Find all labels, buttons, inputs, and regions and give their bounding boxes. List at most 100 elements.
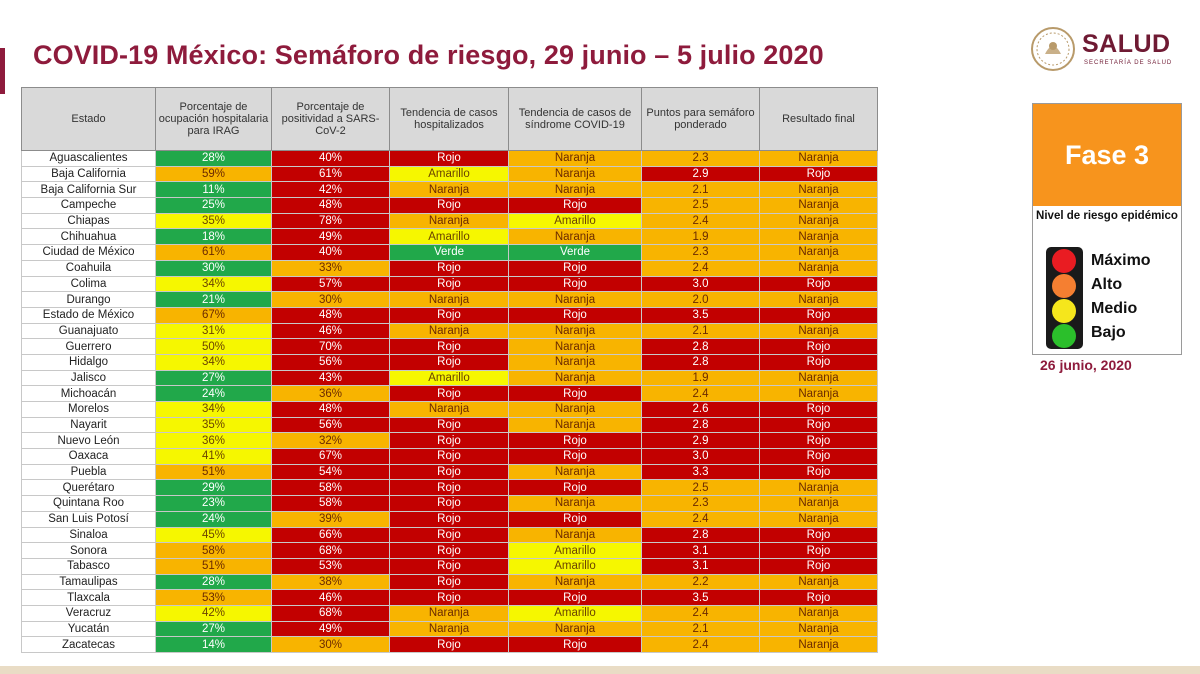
table-row: Baja California Sur 11% 42% Naranja Naranja 2… [21, 181, 878, 199]
cell-estado: Estado de México [21, 306, 156, 324]
cell-puntos: 2.5 [641, 479, 760, 497]
cell-resultado: Naranja [759, 510, 878, 528]
cell-resultado: Rojo [759, 557, 878, 575]
cell-resultado: Naranja [759, 385, 878, 402]
cell-tendencia-sindrome: Naranja [508, 401, 642, 418]
header-tendencia-sindrome: Tendencia de casos de síndrome COVID-19 [508, 87, 642, 151]
cell-ocupacion: 31% [155, 322, 272, 340]
title-accent-bar [0, 48, 5, 94]
cell-tendencia-sindrome: Naranja [508, 526, 642, 544]
cell-positividad: 58% [271, 479, 390, 497]
table-row: Puebla 51% 54% Rojo Naranja 3.3 Rojo [21, 463, 878, 481]
header-ocupacion: Porcentaje de ocupación hospitalaria par… [155, 87, 272, 151]
cell-positividad: 53% [271, 557, 390, 575]
cell-estado: Tabasco [21, 557, 156, 575]
cell-resultado: Naranja [759, 212, 878, 230]
table-row: Zacatecas 14% 30% Rojo Rojo 2.4 Naranja [21, 636, 878, 653]
coat-of-arms-icon [1031, 27, 1075, 71]
cell-tendencia-hospitalizados: Rojo [389, 385, 509, 402]
cell-tendencia-hospitalizados: Amarillo [389, 165, 509, 183]
cell-ocupacion: 50% [155, 338, 272, 355]
cell-tendencia-hospitalizados: Naranja [389, 181, 509, 199]
cell-puntos: 2.6 [641, 401, 760, 418]
cell-positividad: 40% [271, 150, 390, 167]
cell-estado: Oaxaca [21, 448, 156, 465]
table-row: Sinaloa 45% 66% Rojo Naranja 2.8 Rojo [21, 526, 878, 544]
cell-tendencia-hospitalizados: Rojo [389, 150, 509, 167]
cell-positividad: 61% [271, 165, 390, 183]
cell-positividad: 68% [271, 542, 390, 559]
logo-name: SALUD [1082, 30, 1171, 58]
cell-puntos: 2.3 [641, 244, 760, 261]
cell-tendencia-hospitalizados: Naranja [389, 322, 509, 340]
cell-puntos: 3.5 [641, 306, 760, 324]
cell-resultado: Rojo [759, 401, 878, 418]
cell-tendencia-hospitalizados: Rojo [389, 259, 509, 277]
table-body: Aguascalientes 28% 40% Rojo Naranja 2.3 Naranj… [21, 150, 878, 653]
cell-positividad: 56% [271, 353, 390, 371]
level-alto: Alto [1091, 276, 1123, 293]
cell-tendencia-hospitalizados: Rojo [389, 526, 509, 544]
cell-resultado: Naranja [759, 369, 878, 387]
cell-resultado: Rojo [759, 542, 878, 559]
cell-positividad: 30% [271, 291, 390, 308]
cell-puntos: 2.4 [641, 636, 760, 653]
footer-bar [0, 666, 1200, 674]
cell-puntos: 3.1 [641, 557, 760, 575]
cell-puntos: 2.4 [641, 259, 760, 277]
legend-date: 26 junio, 2020 [1040, 357, 1132, 373]
cell-estado: Guerrero [21, 338, 156, 355]
cell-tendencia-sindrome: Naranja [508, 291, 642, 308]
cell-positividad: 38% [271, 573, 390, 591]
table-row: Nuevo León 36% 32% Rojo Rojo 2.9 Rojo [21, 432, 878, 450]
cell-resultado: Naranja [759, 322, 878, 340]
cell-tendencia-sindrome: Naranja [508, 353, 642, 371]
cell-tendencia-sindrome: Rojo [508, 589, 642, 606]
table-row: Michoacán 24% 36% Rojo Rojo 2.4 Naranja [21, 385, 878, 402]
cell-positividad: 46% [271, 589, 390, 606]
table-row: Colima 34% 57% Rojo Rojo 3.0 Rojo [21, 275, 878, 293]
table-row: Nayarit 35% 56% Rojo Naranja 2.8 Rojo [21, 416, 878, 434]
cell-ocupacion: 24% [155, 385, 272, 402]
cell-positividad: 54% [271, 463, 390, 481]
cell-tendencia-hospitalizados: Rojo [389, 573, 509, 591]
header-resultado: Resultado final [759, 87, 878, 151]
cell-tendencia-hospitalizados: Naranja [389, 401, 509, 418]
cell-estado: Nuevo León [21, 432, 156, 450]
header-tendencia-hospitalizados: Tendencia de casos hospitalizados [389, 87, 509, 151]
cell-puntos: 2.1 [641, 322, 760, 340]
cell-positividad: 46% [271, 322, 390, 340]
level-medio: Medio [1091, 300, 1138, 317]
cell-tendencia-hospitalizados: Rojo [389, 338, 509, 355]
cell-positividad: 39% [271, 510, 390, 528]
cell-estado: Nayarit [21, 416, 156, 434]
cell-tendencia-sindrome: Rojo [508, 385, 642, 402]
cell-estado: Ciudad de México [21, 244, 156, 261]
cell-estado: Guanajuato [21, 322, 156, 340]
cell-tendencia-hospitalizados: Rojo [389, 432, 509, 450]
cell-positividad: 57% [271, 275, 390, 293]
table-row: Querétaro 29% 58% Rojo Rojo 2.5 Naranja [21, 479, 878, 497]
table-row: Ciudad de México 61% 40% Verde Verde 2.3 Naran… [21, 244, 878, 261]
cell-resultado: Rojo [759, 165, 878, 183]
cell-positividad: 36% [271, 385, 390, 402]
cell-tendencia-hospitalizados: Naranja [389, 291, 509, 308]
cell-tendencia-sindrome: Rojo [508, 479, 642, 497]
cell-resultado: Naranja [759, 244, 878, 261]
cell-tendencia-hospitalizados: Verde [389, 244, 509, 261]
cell-ocupacion: 34% [155, 353, 272, 371]
cell-tendencia-sindrome: Naranja [508, 369, 642, 387]
level-maximo: Máximo [1091, 252, 1151, 269]
header-estado: Estado [21, 87, 156, 151]
header-puntos: Puntos para semáforo ponderado [641, 87, 760, 151]
cell-tendencia-sindrome: Naranja [508, 181, 642, 199]
cell-puntos: 2.3 [641, 495, 760, 512]
cell-ocupacion: 59% [155, 165, 272, 183]
cell-ocupacion: 23% [155, 495, 272, 512]
cell-puntos: 2.4 [641, 604, 760, 622]
table-row: Durango 21% 30% Naranja Naranja 2.0 Naranja [21, 291, 878, 308]
salud-logo: SALUD SECRETARÍA DE SALUD [1030, 26, 1190, 78]
cell-positividad: 68% [271, 604, 390, 622]
cell-ocupacion: 67% [155, 306, 272, 324]
cell-estado: Campeche [21, 197, 156, 214]
